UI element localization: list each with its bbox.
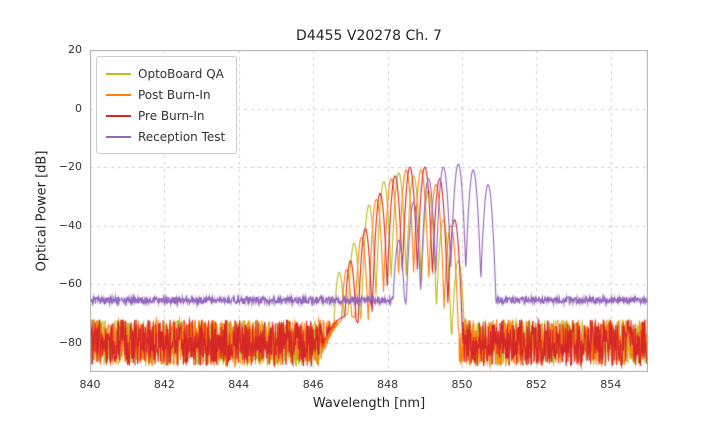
y-axis-label: Optical Power [dB] xyxy=(34,150,50,272)
x-tick-label: 844 xyxy=(228,378,250,391)
y-tick-label: 0 xyxy=(75,101,82,115)
legend-line-swatch xyxy=(106,93,131,96)
x-tick-label: 840 xyxy=(79,378,101,391)
x-tick-label: 854 xyxy=(600,378,622,391)
legend-label: Post Burn-In xyxy=(138,87,211,102)
legend-item: Reception Test xyxy=(106,126,225,147)
legend-line-swatch xyxy=(106,135,131,138)
x-tick-label: 846 xyxy=(302,378,324,391)
y-tick-label: −80 xyxy=(58,335,82,349)
legend: OptoBoard QA Post Burn-In Pre Burn-In Recep… xyxy=(96,56,238,154)
x-tick-label: 848 xyxy=(377,378,399,391)
y-tick-label: −20 xyxy=(58,160,82,174)
legend-label: OptoBoard QA xyxy=(138,66,224,81)
x-axis-label: Wavelength [nm] xyxy=(312,396,426,411)
legend-line-swatch xyxy=(106,72,131,75)
chart-title: D4455 V20278 Ch. 7 xyxy=(296,28,442,44)
legend-label: Pre Burn-In xyxy=(138,108,205,123)
legend-item: Post Burn-In xyxy=(106,84,225,105)
legend-item: Pre Burn-In xyxy=(106,105,225,126)
y-tick-label: −40 xyxy=(58,218,82,232)
legend-line-swatch xyxy=(106,114,131,117)
legend-label: Reception Test xyxy=(138,129,226,144)
x-tick-label: 842 xyxy=(153,378,175,391)
y-tick-label: −60 xyxy=(58,277,82,291)
y-tick-label: 20 xyxy=(68,43,82,56)
x-tick-label: 852 xyxy=(525,378,547,391)
legend-item: OptoBoard QA xyxy=(106,63,225,84)
x-tick-label: 850 xyxy=(451,378,473,391)
